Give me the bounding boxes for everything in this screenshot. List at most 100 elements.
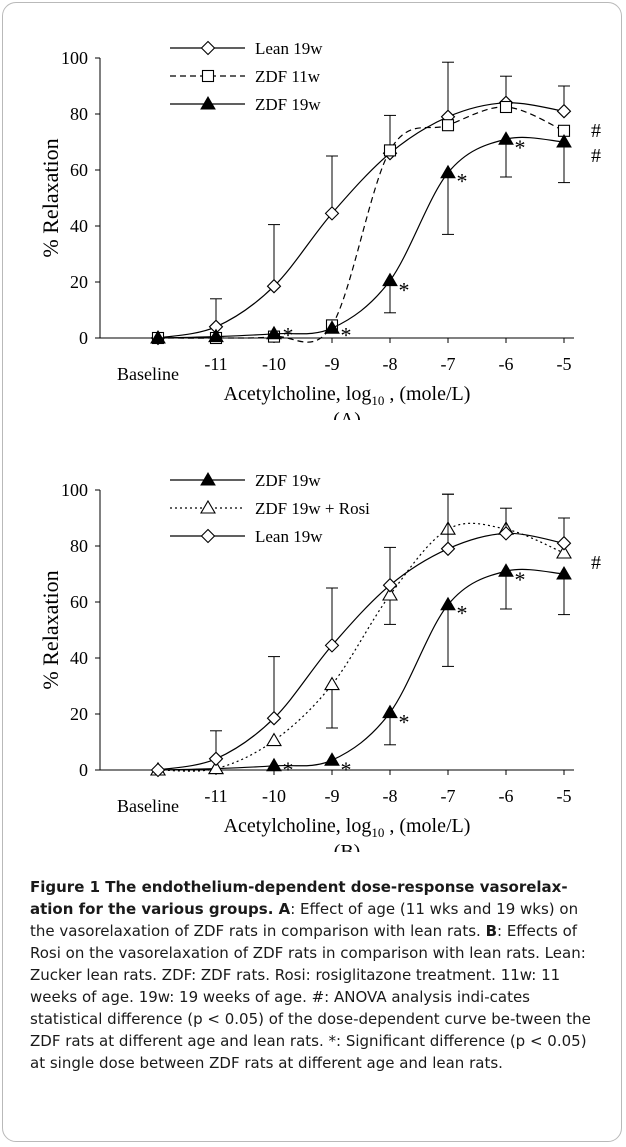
pa-annotation: # [591,145,601,167]
chart-panel-a: 0 20 40 60 80 100 Baseline -11 -10 -9 -8 -7 -6 -5 % Re… [38,39,601,420]
pb-y-axis-label: % Relaxation [38,570,63,689]
pb-y-tick-label: 60 [70,592,88,612]
pb-data-point [498,526,514,541]
pb-data-point [266,732,282,747]
pb-series-line [157,568,565,771]
pb-y-tick-label: 80 [70,536,88,556]
pb-x-tick-label: -11 [204,786,227,806]
pb-data-point [440,541,456,557]
pb-data-point [150,762,166,778]
pb-legend-marker [200,528,216,544]
pa-y-tick-label: 60 [70,160,88,180]
pa-legend-marker [200,96,216,110]
pb-data-point [440,596,456,611]
pa-x-tick-label: -7 [441,354,456,374]
pa-data-point [266,278,282,294]
pb-data-point [324,676,340,691]
pb-annotation: * [399,710,410,735]
pb-data-point [382,577,398,593]
pb-x-tick-label: -6 [499,786,514,806]
pb-data-point [382,704,398,719]
pb-legend-label: Lean 19w [255,527,323,546]
pa-x-tick-label: -11 [204,354,227,374]
pb-series-line [157,522,565,772]
pb-x-tick-label: Baseline [117,796,179,816]
pa-x-tick-label: -6 [499,354,514,374]
pb-x-tick-label: -7 [441,786,456,806]
pb-annotation: # [591,552,601,574]
pa-y-tick-label: 20 [70,272,88,292]
pa-legend-marker [201,69,215,83]
pb-legend-marker [200,499,216,514]
pb-data-point [498,563,514,577]
pb-data-point [324,752,340,766]
pb-data-point [208,760,224,775]
pb-legend-label: ZDF 19w [255,471,321,490]
pb-y-tick-label: 100 [61,480,88,500]
pa-x-axis-label: Acetylcholine, log10 , (mole/L) [224,383,471,408]
pa-data-point [498,131,514,145]
pa-y-axis-label: % Relaxation [38,138,63,257]
pb-data-point [556,535,572,551]
pb-panel-label: (B) [334,841,361,852]
pb-x-tick-label: -5 [557,786,572,806]
pa-x-tick-label: Baseline [117,364,179,384]
pb-y-tick-label: 0 [79,760,88,780]
pa-legend-marker [200,40,216,56]
pb-x-tick-label: -8 [383,786,398,806]
pa-data-point [499,100,513,114]
caption-title: Figure 1 The endothelium-dependent dose-… [30,878,568,918]
pa-y-tick-label: 0 [79,328,88,348]
pb-series-zdf-19w [150,563,572,776]
pb-annotation: * [341,757,352,782]
pa-annotation: * [515,135,526,160]
pa-legend-label: Lean 19w [255,39,323,58]
pb-x-tick-label: -9 [325,786,340,806]
pb-x-axis-label: Acetylcholine, log10 , (mole/L) [224,815,471,840]
pa-annotation: * [399,278,410,303]
pa-x-tick-label: -8 [383,354,398,374]
caption-a-label: A [278,900,291,918]
pb-annotation: * [515,567,526,592]
pa-annotation: # [591,120,601,142]
pa-x-tick-label: -10 [262,354,286,374]
pb-x-axis-label-main: Acetylcholine, log [224,815,372,837]
pb-y-tick-label: 20 [70,704,88,724]
pb-x-axis-label-sub: 10 [371,825,384,840]
pa-x-axis-label-main: Acetylcholine, log [224,383,372,405]
pb-x-axis-label-unit: , (mole/L) [384,815,470,837]
pa-data-point [441,119,455,132]
pa-data-point [150,330,166,344]
pb-data-point [208,751,224,767]
caption-title-end: . [267,900,279,918]
pb-series-line [157,532,565,771]
pa-data-point [440,164,456,179]
pa-data-point [324,206,340,221]
pa-legend-label: ZDF 11w [255,67,321,86]
pa-annotation: * [283,322,294,347]
pa-data-point [382,272,398,287]
pb-legend-label: ZDF 19w + Rosi [255,499,370,518]
pa-x-axis-label-unit: , (mole/L) [384,383,470,405]
pb-annotation: * [283,757,294,782]
pa-data-point [556,134,572,148]
pa-panel-label: (A) [333,409,361,420]
pb-x-tick-label: -10 [262,786,286,806]
caption-b-text: : Effects of Rosi on the vasorelaxation … [30,922,591,1072]
pa-data-point [266,325,282,340]
chart-panel-b: 0 20 40 60 80 100 Baseline -11 -10 -9 -8 -7 -6 -5 % Re… [38,471,601,852]
pb-data-point [324,638,340,653]
pa-x-axis-label-sub: 10 [371,393,384,408]
pb-data-point [266,710,282,726]
pa-x-tick-label: -5 [557,354,572,374]
pb-annotation: * [457,600,468,625]
pa-data-point [208,328,224,343]
pa-data-point [383,144,397,157]
pb-data-point [266,757,282,772]
pb-series-lean-19w [150,493,572,778]
pa-y-tick-label: 100 [61,48,88,68]
pa-y-tick-label: 40 [70,216,88,236]
pb-data-point [382,586,398,601]
pa-series-zdf-19w [150,131,572,344]
